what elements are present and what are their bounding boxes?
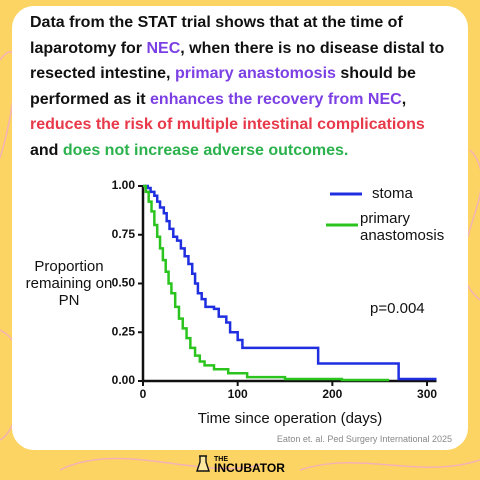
y-tick-label: 1.00: [112, 178, 136, 192]
headline-segment: ,: [401, 90, 407, 108]
y-tick-label: 0.50: [112, 276, 136, 290]
card: [12, 6, 468, 450]
y-tick-label: 0.00: [112, 373, 136, 387]
headline: Data from the STAT trial shows that at t…: [30, 10, 454, 163]
headline-segment: primary anastomosis: [174, 65, 336, 82]
brand-small: THE: [214, 456, 228, 463]
y-tick-label: 0.75: [112, 227, 136, 241]
legend-label: primary anastomosis: [360, 210, 445, 244]
headline-segment: , when there is no disease distal to res…: [30, 39, 445, 83]
y-tick-label: 0.25: [112, 324, 136, 338]
headline-segment: does not increase adverse outcomes.: [62, 141, 349, 159]
headline-segment: Data from the STAT trial shows that at t…: [30, 14, 403, 57]
x-tick-label: 300: [417, 387, 437, 401]
step-line: [143, 184, 437, 381]
brand: THE INCUBATOR: [196, 455, 285, 475]
brand-icon: [196, 455, 210, 472]
brand-name: INCUBATOR: [214, 461, 285, 475]
headline-segment: and: [30, 141, 63, 159]
headline-segment: enhances the recovery from NEC: [150, 90, 402, 108]
headline-segment: NEC: [146, 39, 181, 57]
annotation: p=0.004: [370, 300, 425, 317]
x-tick-label: 200: [322, 387, 342, 401]
x-tick-label: 100: [228, 387, 248, 401]
x-axis-label: Time since operation (days): [197, 410, 383, 427]
step-line: [143, 184, 390, 382]
axes: [141, 186, 437, 383]
brand-text: THE INCUBATOR: [214, 455, 285, 475]
y-axis-label: Proportion remaining on PN: [25, 258, 113, 309]
citation: Eaton et. al. Ped Surgery International …: [276, 434, 452, 444]
x-tick-label: 0: [140, 387, 147, 401]
headline-segment: reduces the risk of multiple intestinal …: [30, 116, 425, 133]
legend-label: stoma: [372, 185, 413, 202]
headline-segment: should be performed as it: [30, 65, 416, 108]
